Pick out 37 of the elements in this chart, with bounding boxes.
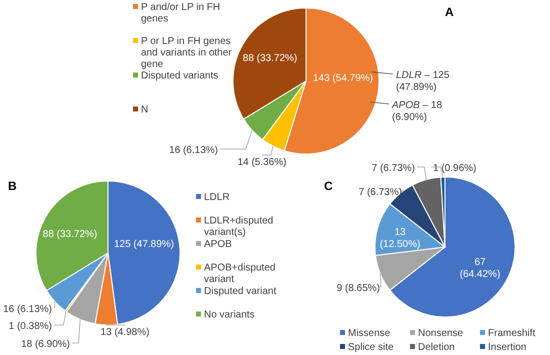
data-label: 7 (6.73%): [372, 163, 415, 174]
legend-label: Frameshift: [488, 328, 536, 339]
legend-label: Splice site: [348, 342, 394, 353]
legend-label: Disputed variants: [141, 70, 218, 82]
text: A: [445, 5, 454, 19]
legend-label: LDLR: [204, 192, 230, 203]
data-label: 7 (6.73%): [358, 187, 402, 198]
legend-label: Missense: [348, 328, 391, 339]
data-label: 125 (47.89%): [114, 239, 174, 250]
legend-label: LDLR+disputed variant(s): [204, 216, 274, 238]
data-label: 13 (4.98%): [100, 327, 150, 338]
data-label: 16 (6.13%): [169, 145, 218, 156]
legend-label: P or LP in FH genes and variants in other gene: [141, 36, 232, 70]
text: C: [324, 179, 333, 193]
legend-label: Disputed variant: [204, 286, 276, 297]
legend-label: P and/or LP in FH genes: [141, 2, 220, 24]
data-label: 18 (6.90%): [21, 339, 70, 350]
legend-label: APOB: [204, 239, 232, 250]
data-label: 67 (64.42%): [460, 257, 500, 280]
legend-label: Insertion: [488, 342, 526, 353]
data-label: 88 (33.72%): [242, 53, 298, 64]
legend-label: Nonsense: [418, 328, 464, 339]
data-label: 14 (5.36%): [238, 157, 286, 168]
legend-label: N: [141, 104, 148, 116]
chart-title: B: [8, 179, 17, 193]
data-label: 88 (33.72%): [42, 229, 98, 240]
data-label: 16 (6.13%): [3, 304, 52, 315]
data-label: 1 (0.38%): [8, 321, 52, 332]
text: LDLR – 125 (47.89%): [396, 70, 450, 93]
text: APOB – 18 (6.90%): [391, 100, 442, 123]
data-label: 13 (12.50%): [380, 227, 420, 250]
data-label: 143 (54.79%): [312, 73, 374, 84]
legend-label: No variants: [204, 310, 255, 320]
data-label: 9 (8.65%): [336, 283, 380, 294]
data-label: 1 (0.96%): [433, 163, 476, 174]
legend-label: Deletion: [418, 342, 455, 353]
legend-label: APOB+disputed variant: [204, 262, 276, 285]
